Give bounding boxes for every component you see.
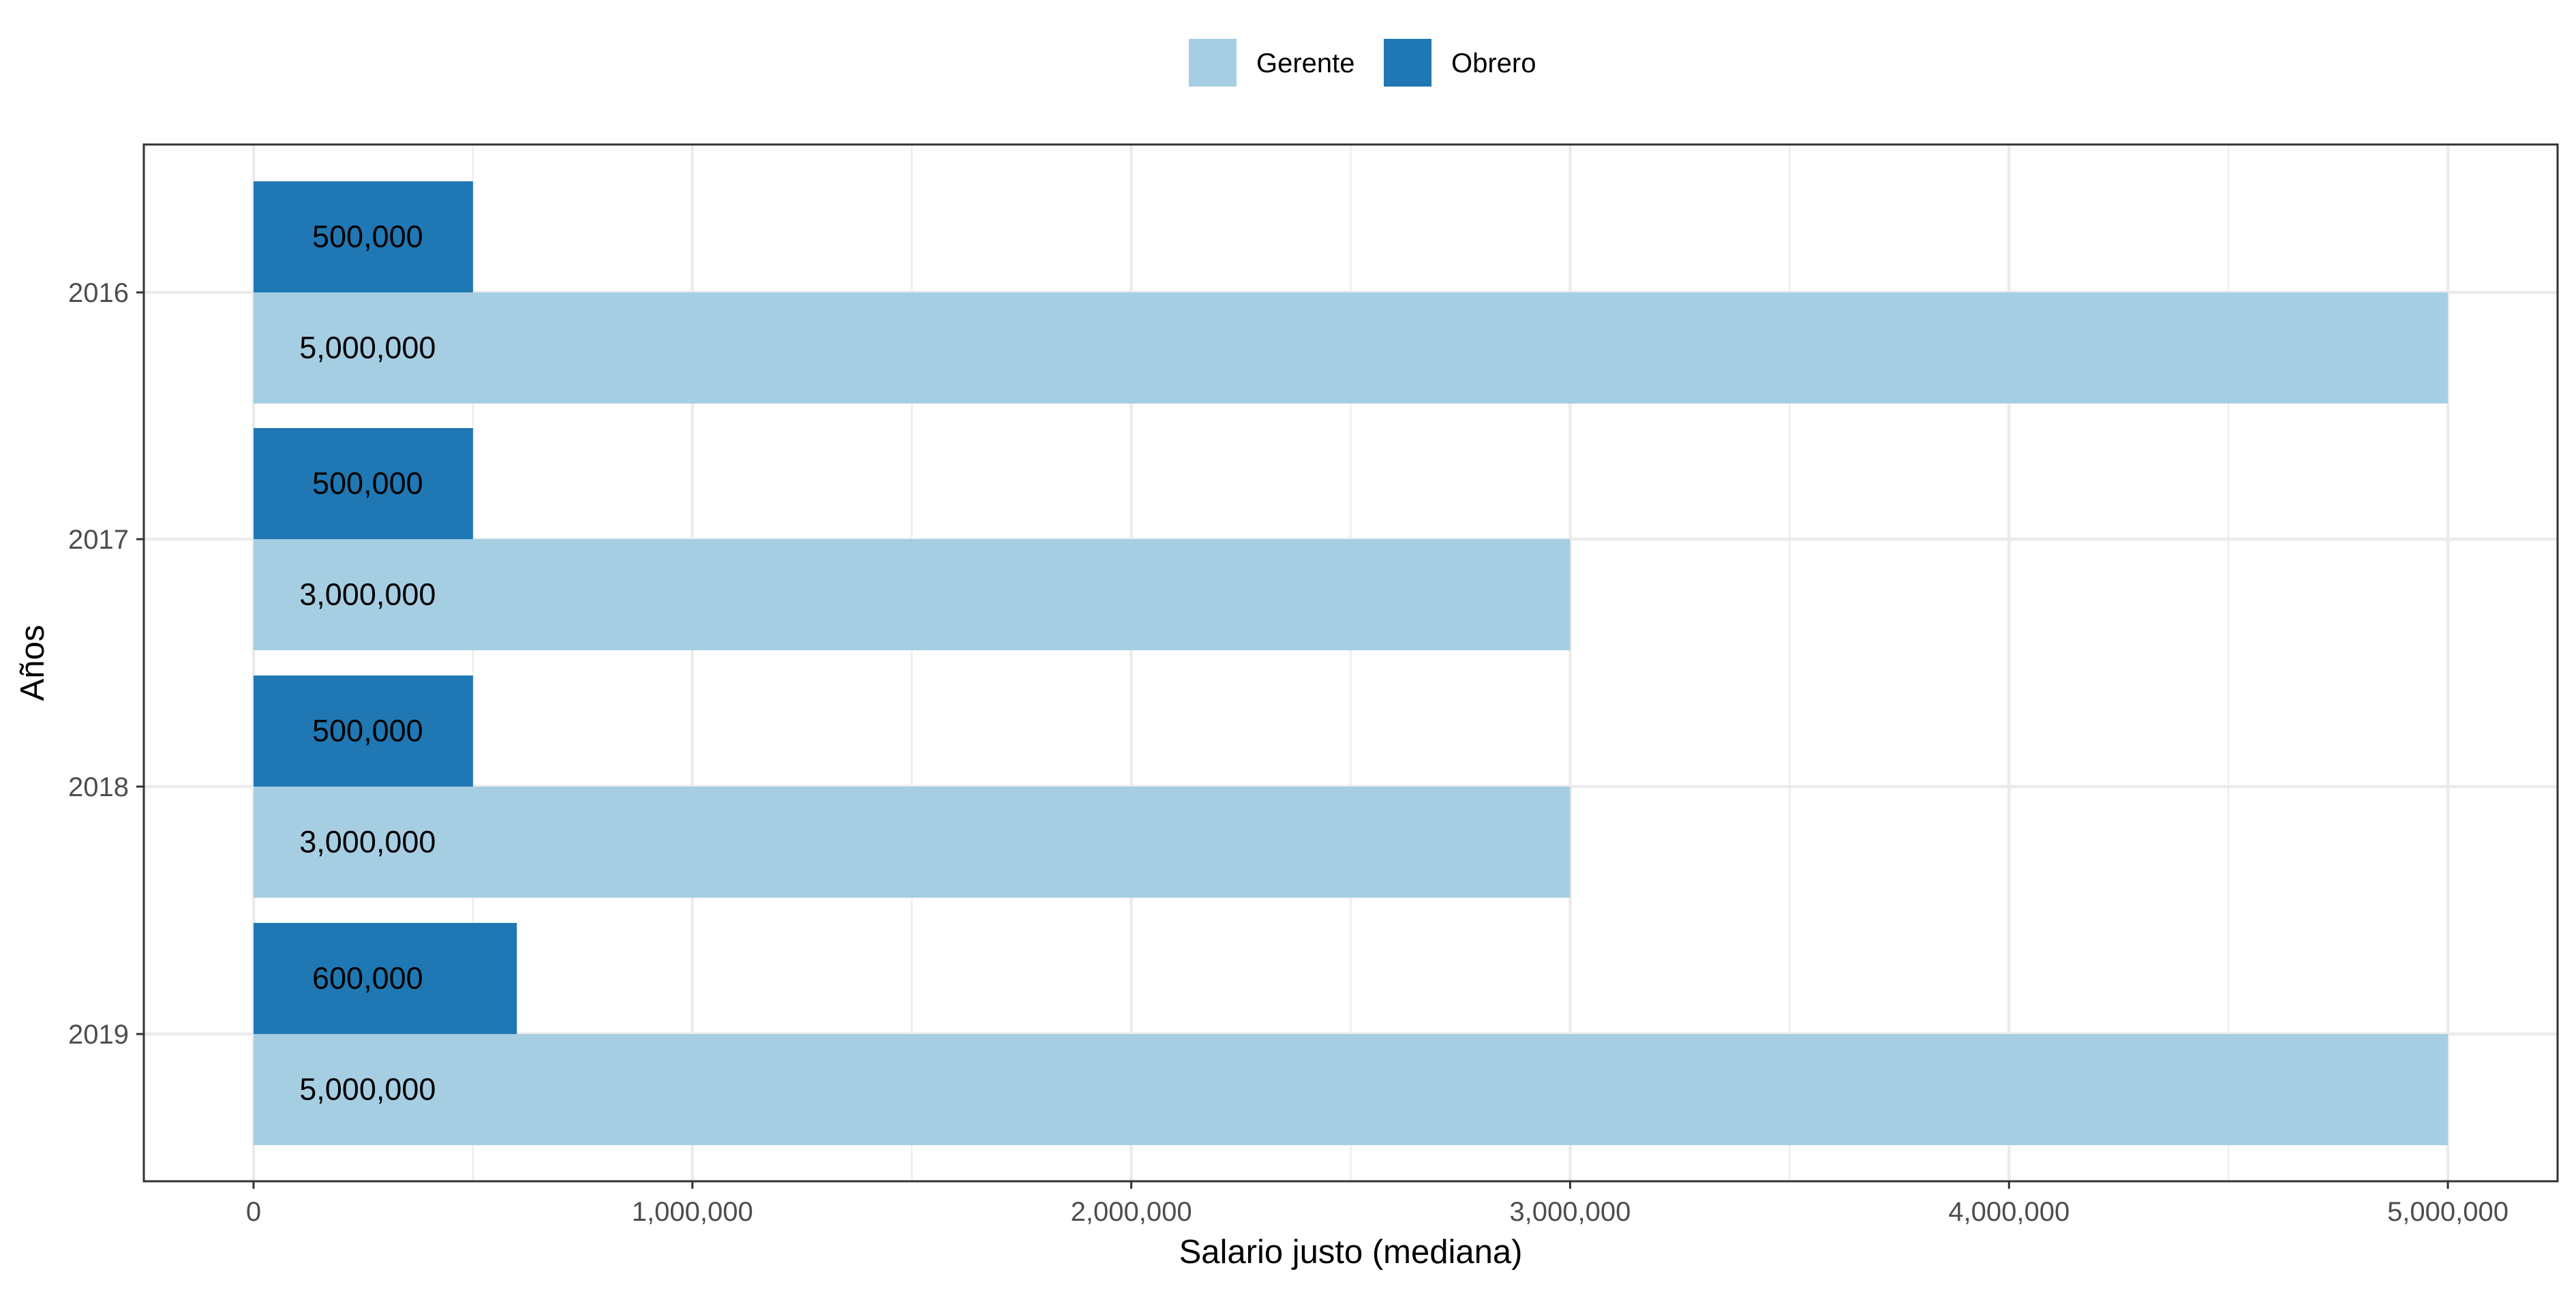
x-tick-label: 4,000,000 (1948, 1197, 2070, 1227)
legend-label-gerente: Gerente (1256, 48, 1355, 78)
data-label-gerente-2018: 3,000,000 (299, 825, 436, 860)
bar-obrero-2018 (253, 675, 473, 787)
x-axis-title: Salario justo (mediana) (1179, 1234, 1523, 1271)
x-tick-label: 1,000,000 (632, 1197, 753, 1227)
data-labels: 5,000,000 500,000 3,000,000 500,000 3,000,00… (299, 219, 436, 1107)
bar-obrero-2016 (253, 181, 473, 292)
bar-obrero-2019 (253, 923, 517, 1034)
x-tick-label: 3,000,000 (1509, 1197, 1631, 1227)
x-tick-label: 0 (246, 1197, 261, 1227)
bar-gerente-2018 (253, 787, 1571, 898)
y-axis-title: Años (14, 625, 51, 701)
bar-obrero-2017 (253, 428, 473, 539)
axes: 0 1,000,000 2,000,000 3,000,000 4,000,000 5,0… (68, 278, 2509, 1227)
data-label-gerente-2019: 5,000,000 (299, 1072, 436, 1107)
data-label-obrero-2017: 500,000 (312, 466, 423, 501)
bars (253, 181, 2449, 1145)
data-label-gerente-2017: 3,000,000 (299, 577, 436, 612)
y-tick-label: 2019 (68, 1020, 129, 1050)
bar-gerente-2017 (253, 539, 1571, 650)
y-tick-label: 2016 (68, 278, 129, 308)
legend-swatch-obrero (1384, 39, 1431, 87)
x-tick-label: 2,000,000 (1071, 1197, 1192, 1227)
y-tick-label: 2017 (68, 525, 129, 555)
data-label-obrero-2016: 500,000 (312, 219, 423, 254)
y-tick-label: 2018 (68, 772, 129, 802)
legend-swatch-gerente (1189, 39, 1237, 87)
data-label-gerente-2016: 5,000,000 (299, 331, 436, 365)
legend-label-obrero: Obrero (1451, 48, 1536, 78)
bar-gerente-2019 (253, 1034, 2449, 1145)
data-label-obrero-2019: 600,000 (312, 961, 423, 996)
plot-panel-border (142, 143, 2559, 1183)
legend: Gerente Obrero (1189, 39, 1536, 87)
x-tick-label: 5,000,000 (2387, 1197, 2509, 1227)
data-label-obrero-2018: 500,000 (312, 714, 423, 748)
bar-gerente-2016 (253, 292, 2449, 404)
